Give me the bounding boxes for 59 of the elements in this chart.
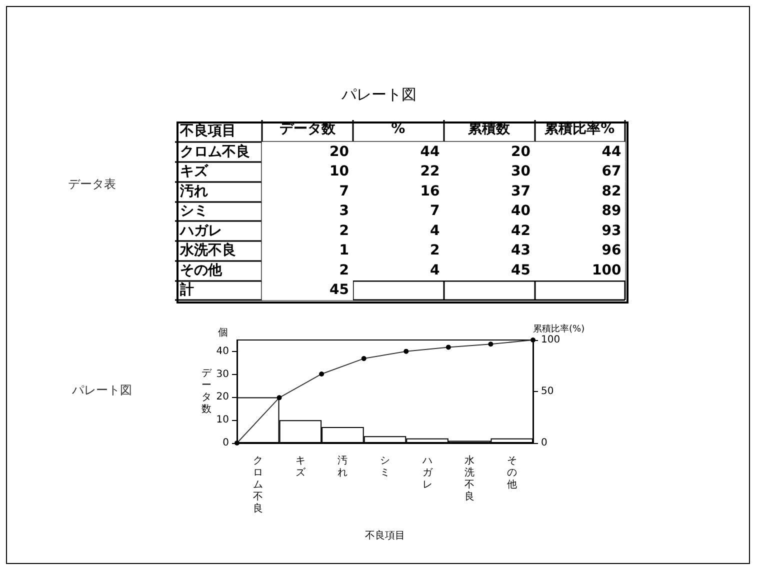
y-tick-label: 0	[222, 438, 229, 448]
x-tick-label: キズ	[295, 456, 306, 478]
data-label: 42	[511, 222, 530, 239]
y2-axis-title: 累積比率(%)	[533, 324, 585, 334]
data-label: 37	[511, 183, 530, 200]
y-tick-label: 20	[216, 392, 229, 403]
x-tick-label: 汚れ	[338, 454, 348, 478]
x-tick-label: その他	[506, 456, 517, 490]
y-tick-label: 40	[216, 346, 229, 357]
x-axis-title: 不良項目	[365, 530, 405, 542]
text: データ表	[68, 177, 116, 191]
data-label: 45	[511, 262, 530, 278]
data-label: 40	[511, 203, 531, 220]
data-label: 16	[420, 183, 440, 200]
text: 個	[218, 328, 228, 338]
data-label: 4	[430, 262, 440, 278]
data-label: 2	[339, 222, 349, 239]
data-label: 67	[602, 164, 622, 180]
y-tick-label: 計	[179, 282, 194, 298]
text: パレート図	[71, 383, 132, 397]
y-tick-label: 汚れ	[179, 183, 208, 200]
data-label: 89	[602, 203, 622, 220]
data-label: 20	[330, 144, 350, 160]
data-label: 1	[339, 242, 349, 259]
data-label: 2	[430, 242, 440, 259]
data-label: 100	[592, 262, 622, 278]
data-label: 30	[511, 164, 531, 180]
data-label: 4	[430, 222, 440, 239]
data-label: 10	[330, 164, 350, 180]
x-tick-label: 水洗不良	[464, 454, 475, 502]
data-label: 3	[339, 203, 349, 220]
y-tick-label: シミ	[180, 203, 208, 220]
y-tick-label: 水洗不良	[179, 242, 236, 259]
y-tick-label: 10	[216, 414, 229, 426]
y-tick-label: クロム不良	[180, 142, 250, 160]
data-label: 45	[330, 282, 349, 298]
data-label: 43	[511, 242, 530, 259]
data-label: 7	[339, 183, 349, 200]
chart-title: パレート図	[340, 86, 416, 104]
data-label: 2	[339, 262, 349, 278]
y-tick-label: キズ	[180, 164, 209, 180]
y-tick-label: ハガレ	[179, 222, 222, 239]
x-tick-label: ハガレ	[421, 456, 434, 490]
data-label: 93	[602, 222, 622, 239]
data-label: 7	[430, 203, 440, 220]
data-label: 82	[602, 183, 622, 200]
data-label: 44	[420, 144, 440, 160]
y-tick-label: 30	[216, 368, 229, 380]
y2-tick-label: 50	[541, 386, 554, 397]
data-label: 96	[602, 242, 622, 259]
data-label: 22	[420, 164, 440, 180]
y-axis-title: 不良項目	[179, 122, 236, 139]
y2-tick-label: 0	[541, 438, 548, 448]
x-tick-label: シミ	[380, 456, 390, 478]
data-label: 44	[602, 144, 622, 160]
y2-tick-label: 100	[541, 334, 560, 346]
data-label: 20	[511, 144, 531, 160]
y-tick-label: その他	[180, 262, 223, 278]
y-axis-title: データ数	[201, 368, 212, 415]
